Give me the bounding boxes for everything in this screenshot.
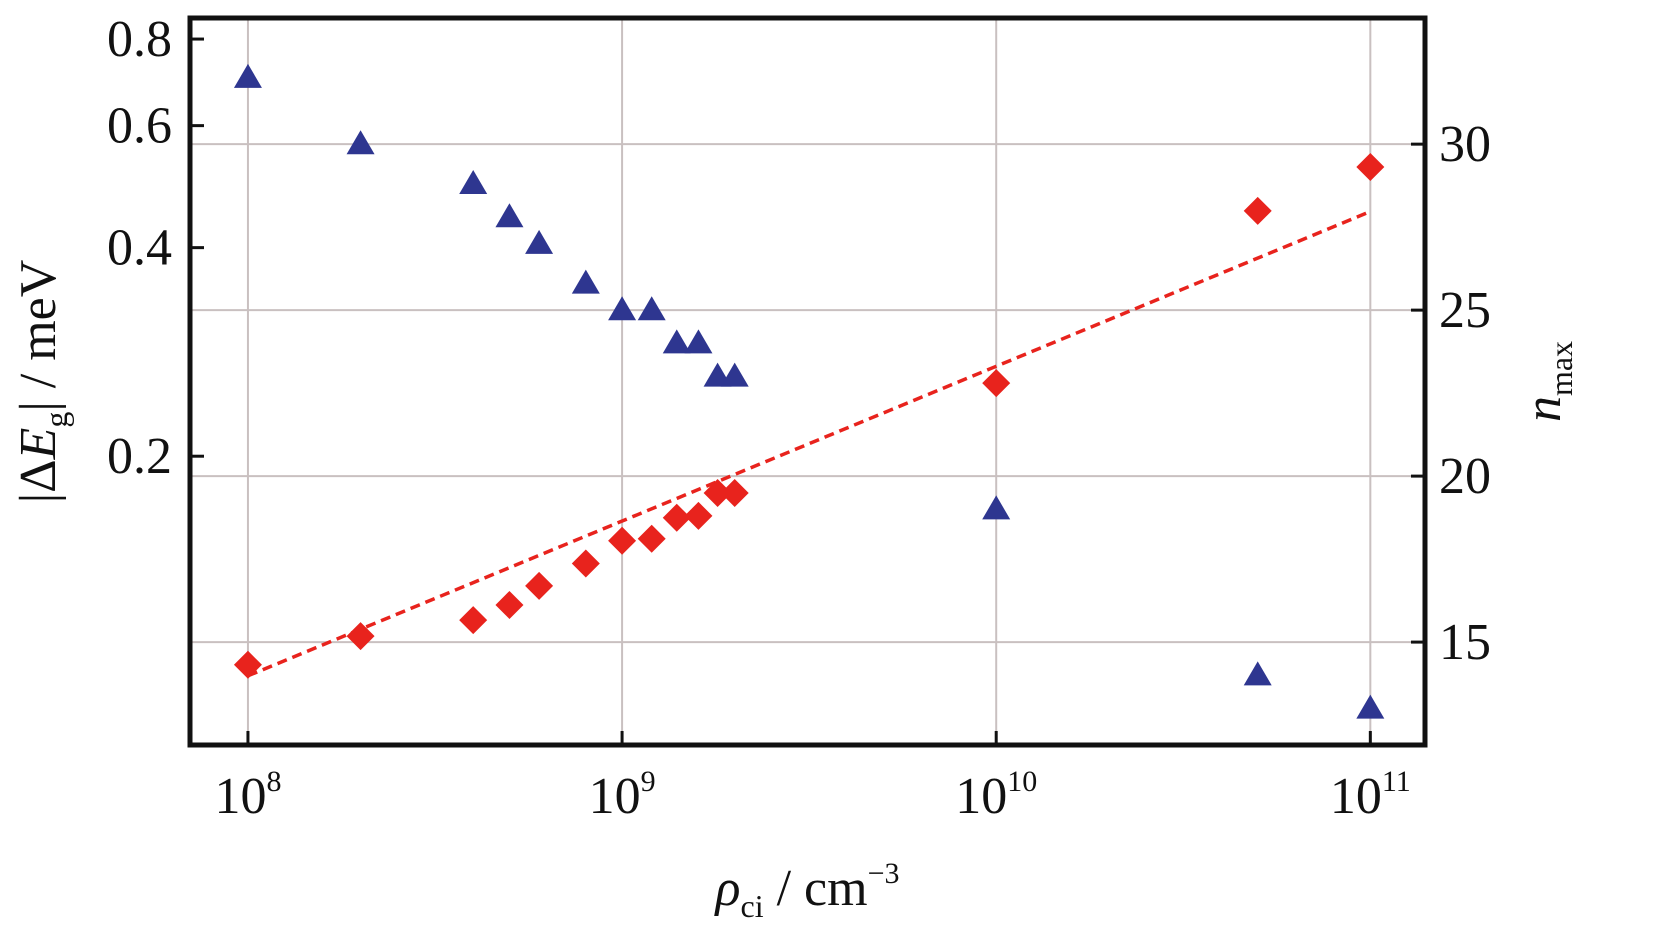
y-right-axis-title: nmax [1515, 341, 1579, 422]
diamond-point [608, 526, 637, 555]
triangle-point [495, 203, 524, 228]
y-right-tick-label: 30 [1439, 116, 1491, 173]
triangle-point [982, 495, 1011, 520]
triangle-point [637, 296, 666, 321]
diamond-point [720, 478, 749, 507]
triangle-point [662, 329, 691, 354]
y-left-tick-label: 0.4 [107, 220, 172, 277]
diamond-point [637, 524, 666, 553]
diamond-point [571, 549, 600, 578]
axis-ticks: 108 109 1010 1011 0.2 0.4 0.6 0.8 15 20 25 30 [107, 11, 1491, 825]
diamond-point [703, 478, 732, 507]
data-markers [233, 63, 1385, 719]
y-right-tick-label: 25 [1439, 282, 1491, 339]
y-left-tick-label: 0.2 [107, 428, 172, 485]
y-left-tick-label: 0.8 [107, 11, 172, 68]
triangle-point [1356, 694, 1385, 719]
diamond-point [684, 501, 713, 530]
diamond-point [233, 650, 262, 679]
fit-line [247, 209, 1371, 678]
y-left-tick-label: 0.6 [107, 98, 172, 155]
triangle-point [233, 63, 262, 88]
triangle-point [684, 329, 713, 354]
diamond-point [346, 622, 375, 651]
triangle-point [346, 130, 375, 155]
diamond-point [982, 369, 1011, 398]
y-right-tick-label: 15 [1439, 614, 1491, 671]
y-left-axis-title: |ΔEg| / meV [10, 260, 74, 504]
triangle-point [571, 269, 600, 294]
triangle-point [608, 296, 637, 321]
x-tick-label: 108 [214, 765, 281, 825]
diamond-point [459, 606, 488, 635]
plot-frame [187, 15, 1428, 748]
triangle-point [525, 229, 554, 254]
x-axis-title: ρci / cm−3 [714, 857, 900, 924]
x-tick-label: 109 [589, 765, 656, 825]
triangle-point [720, 362, 749, 387]
x-tick-label: 1010 [955, 765, 1037, 825]
diamond-point [1243, 196, 1272, 225]
diamond-point [662, 503, 691, 532]
fit-line-group [247, 209, 1371, 678]
triangle-point [1243, 661, 1272, 686]
triangle-point [459, 170, 488, 195]
x-tick-label: 1011 [1330, 765, 1411, 825]
grid-lines [190, 18, 1425, 745]
diamond-point [1356, 152, 1385, 181]
diamond-point [525, 571, 554, 600]
diamond-point [495, 590, 524, 619]
y-right-tick-label: 20 [1439, 448, 1491, 505]
